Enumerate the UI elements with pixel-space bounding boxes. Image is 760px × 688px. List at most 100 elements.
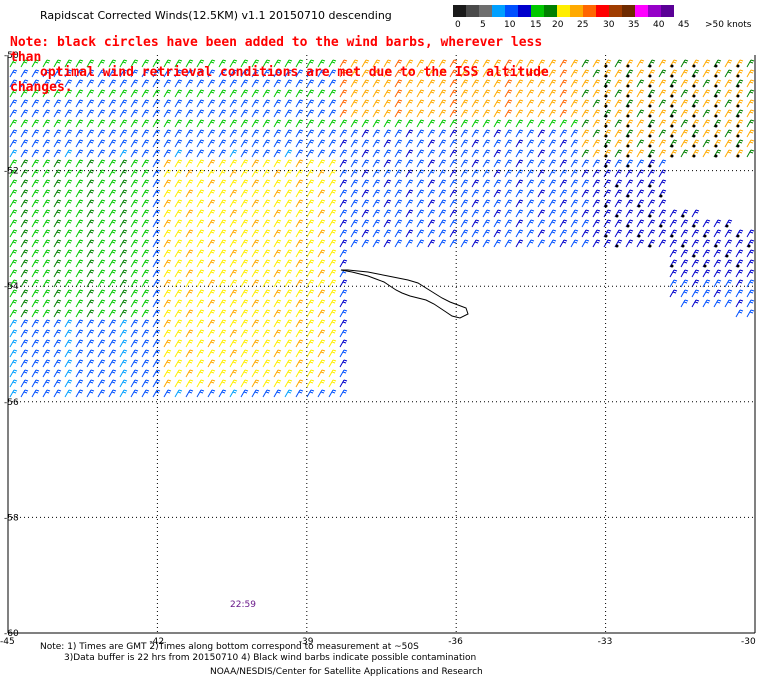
wind-barb [240, 259, 249, 268]
wind-barb [31, 219, 40, 228]
wind-barb [460, 239, 469, 248]
wind-barb [273, 279, 282, 288]
wind-barb [185, 109, 194, 118]
wind-barb [42, 349, 51, 358]
wind-barb [207, 329, 216, 338]
wind-barb [42, 359, 51, 368]
wind-barb [328, 159, 337, 168]
wind-barb [240, 239, 249, 248]
wind-barb [31, 169, 40, 178]
wind-barb [152, 169, 161, 178]
wind-barb [724, 99, 733, 108]
wind-barb [317, 149, 326, 158]
wind-barb [295, 359, 304, 368]
wind-barb [614, 139, 623, 148]
wind-barb [284, 99, 293, 108]
wind-barb [163, 309, 172, 318]
wind-barb [680, 289, 689, 298]
wind-barb [636, 99, 645, 108]
wind-barb [108, 219, 117, 228]
wind-barb [350, 189, 359, 198]
wind-barb [108, 99, 117, 108]
wind-barb [449, 89, 458, 98]
wind-barb [42, 299, 51, 308]
wind-barbs-layer [9, 59, 755, 398]
wind-barb [273, 59, 282, 68]
wind-barb [581, 219, 590, 228]
wind-barb [394, 189, 403, 198]
wind-barb [75, 89, 84, 98]
wind-barb [108, 359, 117, 368]
wind-barb [427, 209, 436, 218]
wind-barb [295, 109, 304, 118]
wind-barb [251, 239, 260, 248]
wind-barb [306, 219, 315, 228]
wind-barb [383, 239, 392, 248]
wind-barb [130, 79, 139, 88]
wind-barb [53, 79, 62, 88]
wind-barb [229, 309, 238, 318]
wind-barb [86, 389, 95, 398]
wind-barb [86, 149, 95, 158]
wind-barb [273, 209, 282, 218]
wind-barb [108, 139, 117, 148]
wind-barb [31, 109, 40, 118]
wind-barb [295, 269, 304, 278]
wind-barb [86, 189, 95, 198]
wind-barb [207, 209, 216, 218]
wind-barb [306, 159, 315, 168]
wind-barb [196, 69, 205, 78]
wind-barb [218, 259, 227, 268]
wind-barb [713, 259, 722, 268]
wind-barb [537, 129, 546, 138]
wind-barb [328, 289, 337, 298]
wind-barb [229, 329, 238, 338]
wind-barb [339, 339, 348, 348]
legend-swatch [557, 5, 570, 17]
legend-tick-label: >50 knots [705, 20, 752, 30]
wind-barb [207, 179, 216, 188]
wind-barb [306, 309, 315, 318]
wind-barb [284, 269, 293, 278]
wind-barb [658, 229, 667, 238]
wind-barb [493, 209, 502, 218]
wind-barb [537, 119, 546, 128]
wind-barb [163, 149, 172, 158]
wind-barb [295, 149, 304, 158]
wind-barb [86, 289, 95, 298]
wind-barb [592, 189, 601, 198]
wind-barb [636, 139, 645, 148]
wind-barb [163, 159, 172, 168]
wind-barb [350, 119, 359, 128]
wind-barb [130, 89, 139, 98]
wind-barb [636, 239, 645, 248]
wind-barb [438, 239, 447, 248]
wind-barb [328, 189, 337, 198]
wind-barb [218, 379, 227, 388]
wind-barb [31, 229, 40, 238]
contamination-dot [714, 134, 718, 138]
wind-barb [196, 89, 205, 98]
wind-barb [394, 79, 403, 88]
wind-barb [20, 309, 29, 318]
wind-barb [350, 89, 359, 98]
wind-barb [295, 229, 304, 238]
wind-barb [713, 299, 722, 308]
wind-barb [548, 159, 557, 168]
wind-barb [108, 169, 117, 178]
wind-barb [350, 99, 359, 108]
wind-barb [427, 179, 436, 188]
wind-barb [570, 159, 579, 168]
wind-barb [669, 289, 678, 298]
wind-barb [262, 389, 271, 398]
contamination-dot [703, 264, 707, 268]
wind-barb [592, 109, 601, 118]
wind-barb [504, 59, 513, 68]
wind-barb [339, 379, 348, 388]
wind-barb [31, 309, 40, 318]
wind-barb [438, 69, 447, 78]
wind-barb [394, 159, 403, 168]
wind-barb [262, 79, 271, 88]
wind-barb [185, 359, 194, 368]
contamination-dot [736, 234, 740, 238]
